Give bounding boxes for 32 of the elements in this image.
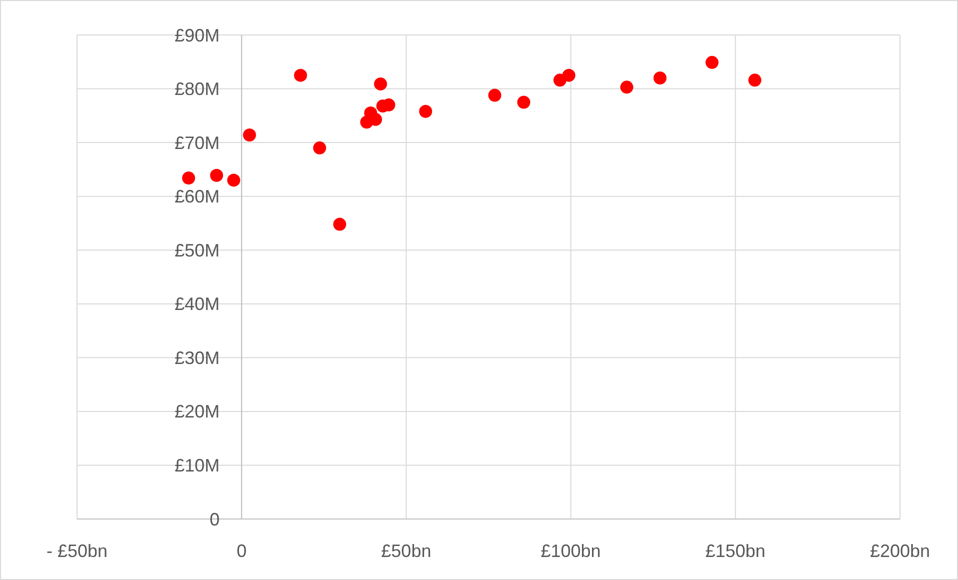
x-tick-label: £150bn <box>705 541 766 561</box>
x-tick-label: - £50bn <box>46 541 108 561</box>
point <box>227 174 240 187</box>
y-tick-label: £40M <box>174 294 220 314</box>
x-tick-label: 0 <box>236 541 247 561</box>
x-tick-label: £200bn <box>870 541 930 561</box>
point <box>294 68 308 82</box>
y-tick-label: £30M <box>174 348 220 368</box>
x-tick-label: £50bn <box>381 541 432 561</box>
point <box>419 104 432 118</box>
point <box>654 72 667 85</box>
point <box>243 128 256 142</box>
point <box>706 56 719 69</box>
point <box>333 218 346 231</box>
point <box>374 77 388 90</box>
y-tick-label: £60M <box>174 186 220 207</box>
x-tick-label: £100bn <box>540 541 601 561</box>
point <box>313 141 326 154</box>
y-tick-label: £90M <box>174 25 220 46</box>
y-tick-label: 0 <box>210 509 220 530</box>
y-tick-label: £20M <box>174 402 220 422</box>
point <box>517 96 530 109</box>
point <box>488 88 502 102</box>
point <box>182 172 196 185</box>
y-tick-label: £50M <box>174 240 220 260</box>
point <box>748 74 762 87</box>
y-tick-label: £80M <box>174 79 220 100</box>
point <box>210 168 224 182</box>
point <box>620 80 634 94</box>
y-tick-label: £10M <box>174 456 220 476</box>
point <box>562 68 576 82</box>
y-tick-label: £70M <box>174 132 220 153</box>
